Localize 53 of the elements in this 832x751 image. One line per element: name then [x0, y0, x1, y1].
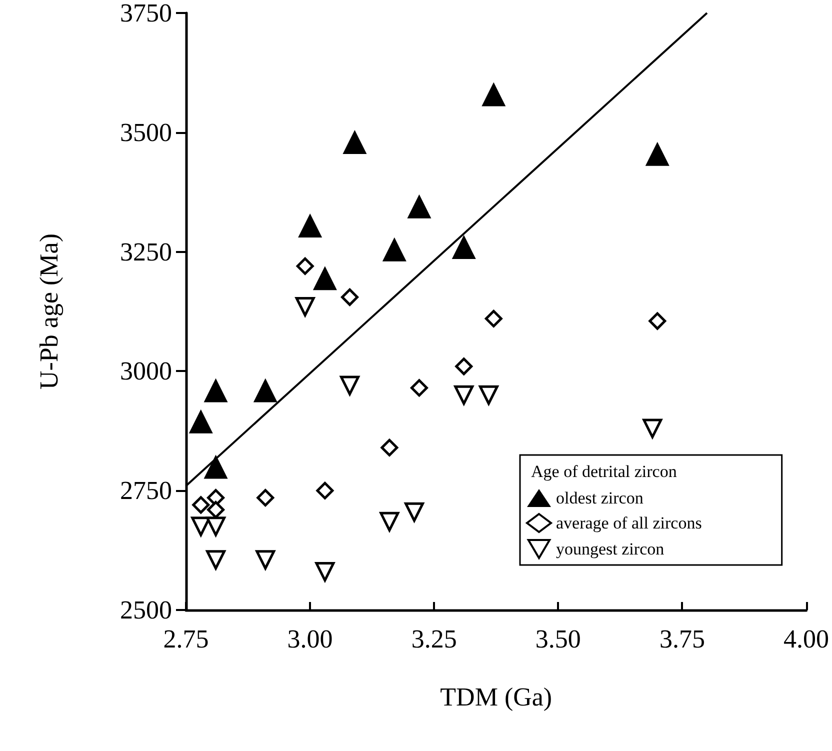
point — [404, 502, 424, 522]
point — [206, 516, 226, 536]
point — [380, 438, 398, 456]
point — [207, 500, 225, 518]
x-tick-label: 2.75 — [163, 624, 209, 654]
point — [315, 562, 335, 582]
point — [342, 130, 367, 154]
y-tick-label: 3500 — [120, 118, 172, 147]
point — [380, 512, 400, 532]
x-tick-label: 3.00 — [287, 624, 333, 654]
point — [452, 235, 476, 260]
x-tick-label: 3.75 — [659, 624, 705, 654]
legend-label: oldest zircon — [556, 488, 644, 508]
point — [648, 312, 666, 330]
y-tick-label: 2500 — [120, 596, 172, 624]
point — [410, 379, 428, 397]
x-axis-title: TDM (Ga) — [440, 682, 552, 712]
point — [253, 378, 278, 402]
point — [478, 385, 498, 405]
y-tick-label: 3000 — [120, 356, 172, 386]
point — [192, 496, 210, 514]
legend-label: youngest zircon — [556, 540, 665, 558]
y-axis-title: U-Pb age (Ma) — [34, 234, 64, 390]
point — [312, 266, 337, 290]
point — [204, 378, 228, 402]
legend-label: average of all zircons — [556, 514, 702, 532]
y-tick-label: 3750 — [120, 0, 172, 28]
x-tick-label: 3.50 — [535, 624, 581, 654]
point — [296, 257, 314, 275]
point — [484, 310, 502, 328]
x-tick-label: 4.00 — [784, 624, 829, 654]
point — [340, 376, 360, 396]
point — [206, 550, 226, 570]
point — [482, 82, 506, 106]
point — [298, 214, 322, 238]
point — [455, 358, 473, 376]
point — [407, 194, 432, 218]
point — [645, 142, 670, 166]
legend-title: Age of detrital zircon — [531, 462, 678, 481]
point — [642, 418, 662, 438]
y-tick-label: 3250 — [120, 237, 172, 266]
x-tick-label: 3.25 — [411, 624, 457, 654]
point — [191, 516, 211, 536]
point — [256, 550, 276, 570]
point — [316, 482, 334, 500]
point — [256, 489, 274, 507]
y-tick-label: 2750 — [120, 476, 172, 506]
point — [188, 409, 213, 434]
point — [454, 385, 474, 405]
point — [204, 454, 228, 479]
point — [340, 288, 358, 306]
point — [295, 296, 315, 316]
point — [382, 237, 406, 262]
